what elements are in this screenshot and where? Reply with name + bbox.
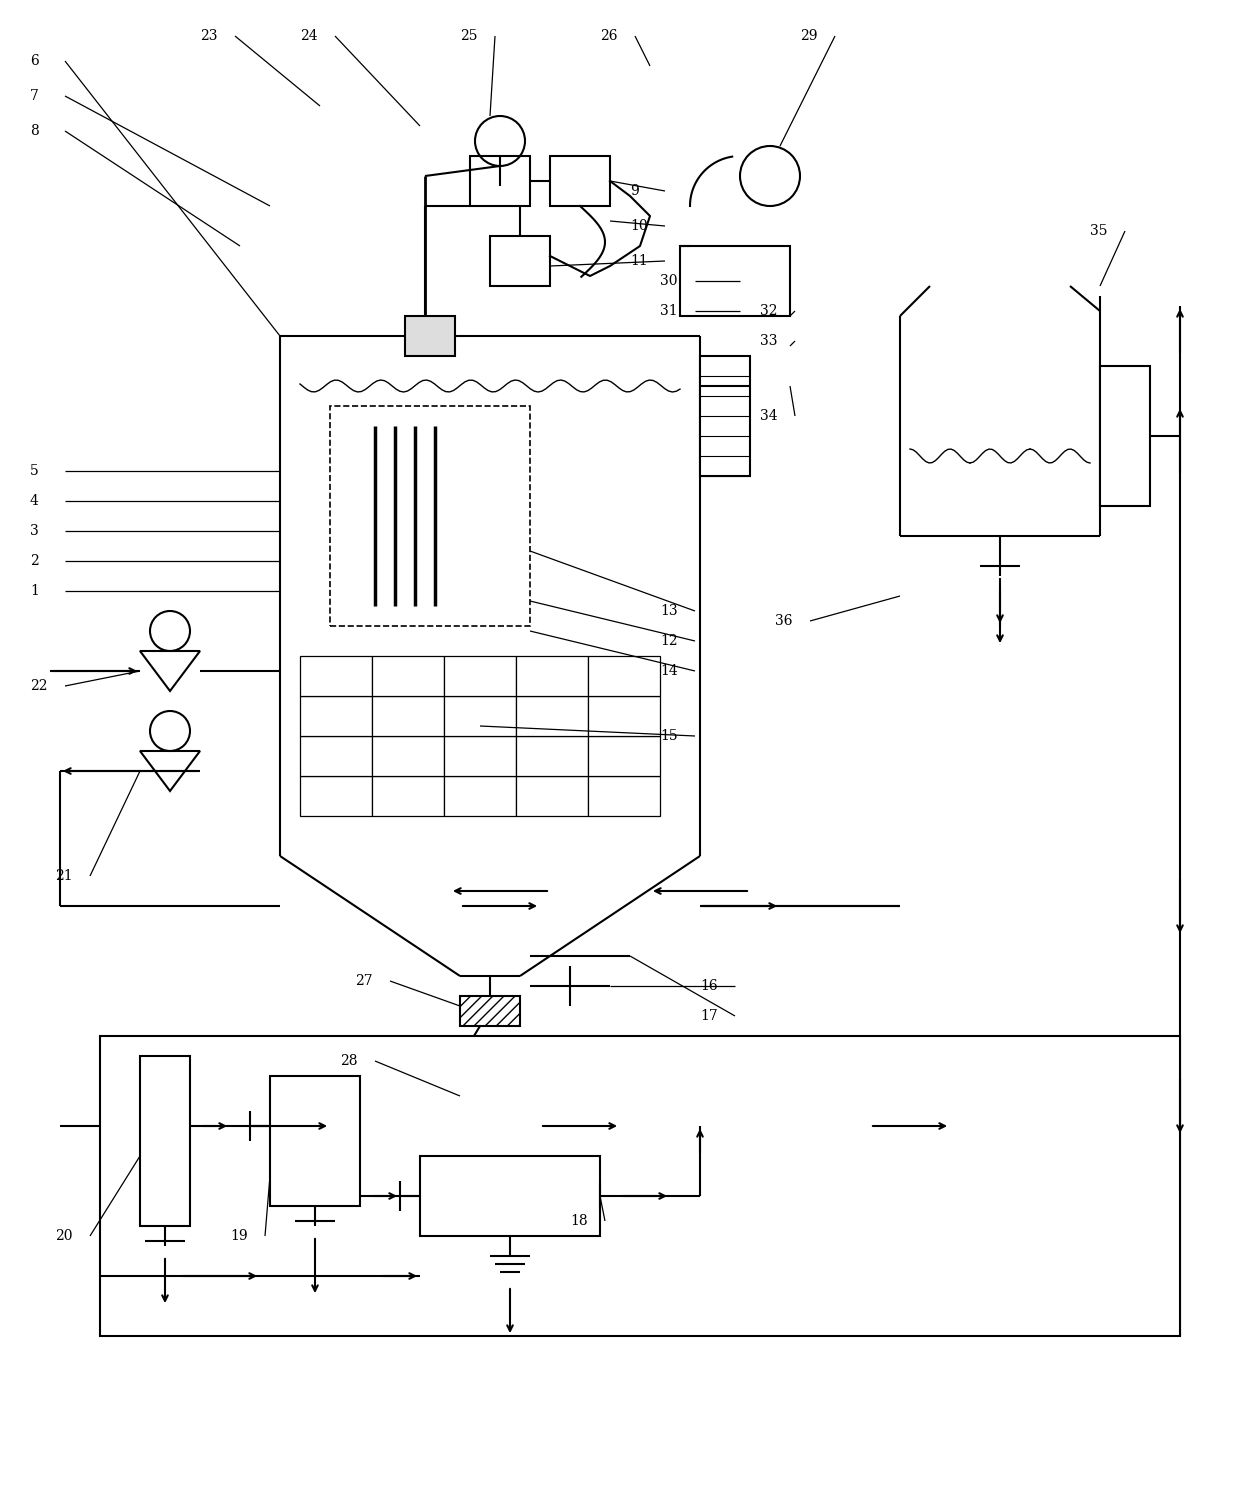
- Bar: [516, 776, 588, 816]
- Bar: [516, 696, 588, 736]
- Bar: [588, 657, 660, 696]
- Bar: [300, 696, 372, 736]
- Text: 32: 32: [760, 304, 777, 318]
- Text: 5: 5: [30, 464, 38, 477]
- Text: 27: 27: [355, 974, 373, 988]
- Text: 20: 20: [55, 1229, 72, 1242]
- Bar: [516, 736, 588, 776]
- Bar: [588, 736, 660, 776]
- Bar: [444, 696, 516, 736]
- Bar: [444, 657, 516, 696]
- Text: 12: 12: [660, 634, 677, 648]
- Text: 30: 30: [660, 274, 677, 288]
- Text: 19: 19: [229, 1229, 248, 1242]
- Bar: [330, 407, 529, 626]
- Text: 3: 3: [30, 524, 38, 538]
- Text: 7: 7: [30, 89, 38, 102]
- Bar: [470, 157, 529, 206]
- Text: 36: 36: [775, 614, 792, 628]
- Bar: [300, 657, 372, 696]
- Bar: [270, 1075, 360, 1206]
- Bar: [701, 355, 750, 476]
- Text: 11: 11: [630, 255, 647, 268]
- Text: 8: 8: [30, 123, 38, 139]
- Text: 9: 9: [630, 184, 639, 197]
- Text: 16: 16: [701, 979, 718, 992]
- Bar: [444, 736, 516, 776]
- Bar: [490, 236, 551, 286]
- Text: 31: 31: [660, 304, 677, 318]
- Bar: [405, 316, 455, 355]
- Bar: [140, 1056, 190, 1226]
- Text: 22: 22: [30, 679, 47, 693]
- Bar: [1100, 366, 1149, 506]
- Bar: [460, 995, 520, 1026]
- Bar: [680, 245, 790, 316]
- Text: 4: 4: [30, 494, 38, 508]
- Text: 34: 34: [760, 410, 777, 423]
- Bar: [372, 657, 444, 696]
- Text: 33: 33: [760, 334, 777, 348]
- Text: 18: 18: [570, 1214, 588, 1227]
- Bar: [420, 1157, 600, 1236]
- Bar: [372, 776, 444, 816]
- Text: 13: 13: [660, 604, 677, 617]
- Text: 28: 28: [340, 1054, 357, 1068]
- Bar: [372, 736, 444, 776]
- Text: 14: 14: [660, 664, 678, 678]
- Text: 2: 2: [30, 554, 38, 568]
- Text: 10: 10: [630, 218, 647, 233]
- Text: 1: 1: [30, 584, 38, 598]
- Text: 15: 15: [660, 729, 677, 742]
- Bar: [100, 1036, 1180, 1336]
- Text: 17: 17: [701, 1009, 718, 1023]
- Bar: [588, 776, 660, 816]
- Bar: [300, 776, 372, 816]
- Bar: [551, 157, 610, 206]
- Text: 24: 24: [300, 29, 317, 44]
- Text: 23: 23: [200, 29, 217, 44]
- Bar: [372, 696, 444, 736]
- Text: 6: 6: [30, 54, 38, 68]
- Bar: [444, 776, 516, 816]
- Bar: [588, 696, 660, 736]
- Text: 35: 35: [1090, 224, 1107, 238]
- Bar: [300, 736, 372, 776]
- Text: 26: 26: [600, 29, 618, 44]
- Text: 21: 21: [55, 869, 73, 883]
- Bar: [516, 657, 588, 696]
- Text: 29: 29: [800, 29, 817, 44]
- Text: 25: 25: [460, 29, 477, 44]
